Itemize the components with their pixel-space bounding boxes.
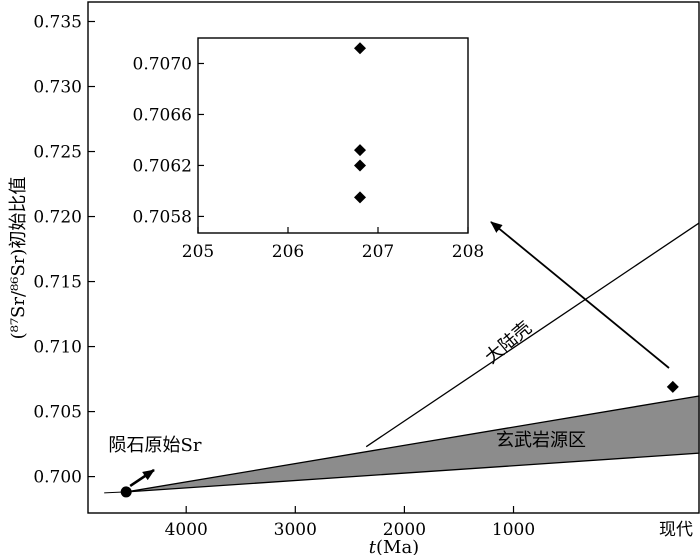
x-tick-label: 1000 — [492, 520, 535, 540]
inset-y-tick-label: 0.7070 — [133, 54, 192, 74]
inset-x-tick-label: 208 — [452, 242, 484, 262]
inset-y-tick-label: 0.7066 — [133, 105, 192, 125]
y-tick-label: 0.730 — [33, 78, 82, 98]
meteorite-sr-point — [120, 486, 132, 498]
x-axis-label-italic: t — [369, 537, 377, 555]
y-tick-label: 0.735 — [33, 13, 82, 33]
inset-y-tick-label: 0.7062 — [133, 156, 192, 176]
meteorite-arrow — [129, 468, 155, 488]
x-tick-label: 4000 — [165, 520, 208, 540]
inset-x-tick-label: 206 — [272, 242, 304, 262]
present-day-point — [666, 380, 679, 393]
inset-x-tick-label: 207 — [362, 242, 394, 262]
inset-y-tick-label: 0.7058 — [133, 207, 192, 227]
x-tick-label: 3000 — [274, 520, 317, 540]
inset-data-point — [354, 159, 366, 172]
y-tick-label: 0.715 — [33, 273, 82, 293]
x-tick-label: 2000 — [383, 520, 426, 540]
inset-data-point — [354, 191, 366, 204]
y-axis-label: (⁸⁷Sr/⁸⁶Sr)初始比值 — [8, 177, 29, 340]
y-tick-label: 0.705 — [33, 403, 82, 423]
inset-frame — [197, 37, 469, 234]
inset-pointer-arrow — [490, 221, 670, 369]
y-tick-label: 0.720 — [33, 208, 82, 228]
basalt-source-band — [126, 395, 700, 493]
y-tick-label: 0.710 — [33, 338, 82, 358]
main-plot: 0.700 0.705 0.710 0.715 0.720 0.725 0.730 0.735… — [8, 1, 700, 555]
inset-data-point — [354, 42, 366, 55]
y-tick-label: 0.725 — [33, 143, 82, 163]
continental-crust-label: 大陆壳 — [481, 317, 536, 368]
meteorite-sr-label: 陨石原始Sr — [109, 435, 202, 456]
continental-crust-line — [365, 222, 700, 448]
plot-frame — [87, 1, 700, 514]
y-tick-label: 0.700 — [33, 468, 82, 488]
inset-plot: 0.7058 0.7062 0.7066 0.7070 205 206 207 208 — [133, 37, 484, 262]
basalt-source-label: 玄武岩源区 — [496, 430, 586, 451]
x-end-label: 现代 — [659, 520, 693, 540]
inset-data-point — [354, 144, 366, 157]
x-axis-label-unit: (Ma) — [376, 537, 419, 555]
inset-x-tick-label: 205 — [182, 242, 214, 262]
x-axis-label: t(Ma) — [369, 537, 419, 555]
